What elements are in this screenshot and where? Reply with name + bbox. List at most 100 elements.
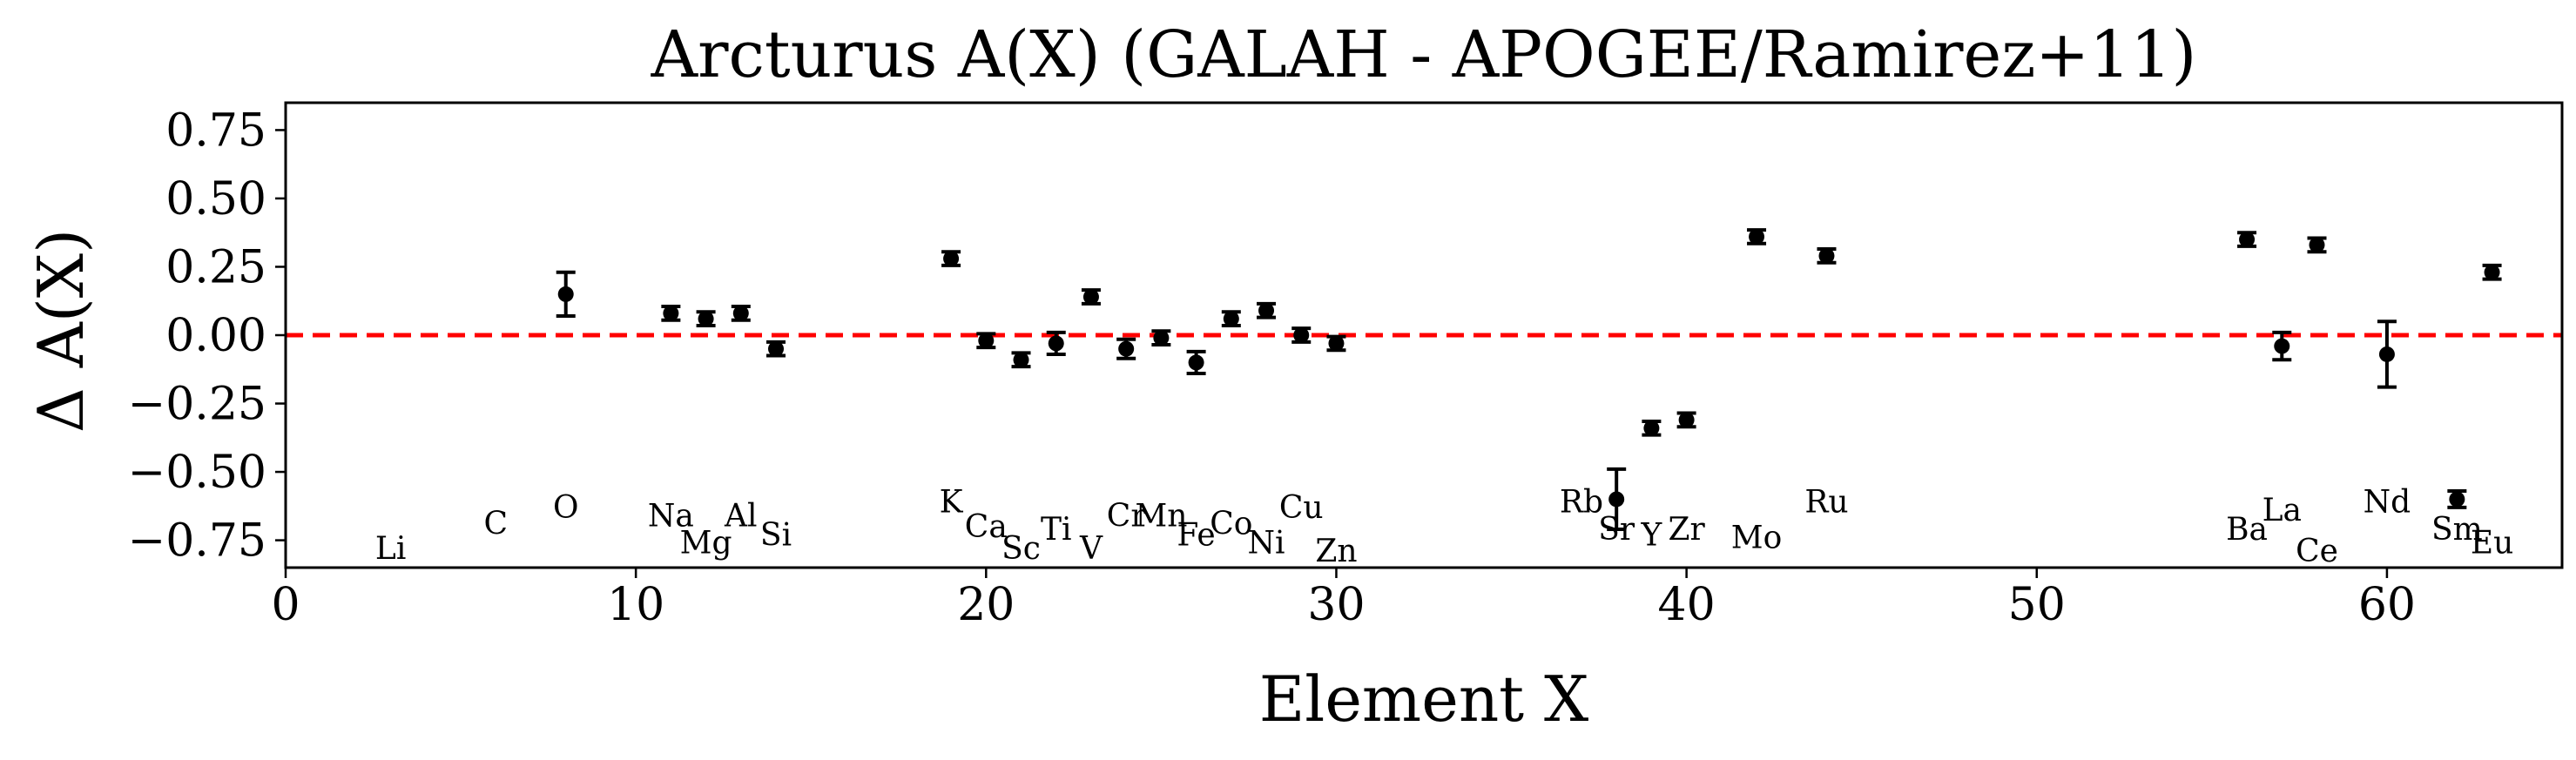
y-tick-label: 0.50 — [165, 173, 266, 225]
data-point-group — [1642, 419, 1662, 437]
x-tick-label: 0 — [271, 579, 300, 631]
data-point-group — [2237, 231, 2257, 248]
data-point-group — [2482, 263, 2502, 281]
element-label: V — [1079, 531, 1103, 567]
element-label: C — [484, 507, 509, 542]
chart-title: Arcturus A(X) (GALAH - APOGEE/Ramirez+11… — [651, 17, 2197, 92]
data-point — [2449, 491, 2465, 508]
data-point-group — [2377, 319, 2397, 389]
element-label: Cr — [1107, 498, 1147, 534]
data-point — [978, 333, 995, 349]
data-point — [1643, 420, 1660, 436]
element-label: Fe — [1177, 517, 1215, 553]
element-label: Y — [1641, 517, 1663, 553]
element-label: Cu — [1279, 490, 1324, 526]
element-label: Al — [724, 498, 758, 534]
data-point-group — [1747, 228, 1767, 245]
data-point-group — [1257, 301, 1277, 319]
data-point — [2378, 346, 2395, 362]
data-point-group — [1011, 351, 1031, 369]
element-label: Ce — [2296, 534, 2338, 569]
element-label: Ca — [965, 509, 1008, 545]
element-label: Nd — [2364, 485, 2411, 521]
element-label: Ru — [1804, 485, 1848, 521]
element-label: Co — [1210, 507, 1252, 542]
data-point-group — [1221, 310, 1241, 328]
plot-area: 0 10 20 30 40 50 60 −0.75 −0.50 −0.25 0.00 0.25 0.50… — [128, 101, 2564, 631]
element-label: Mg — [680, 526, 732, 562]
element-label: Rb — [1560, 485, 1603, 521]
data-point-group — [1326, 334, 1346, 353]
data-point — [768, 340, 785, 357]
data-point-group — [1817, 247, 1837, 265]
element-label: Sm — [2431, 512, 2483, 548]
data-point — [1013, 352, 1029, 368]
data-point — [1258, 302, 1275, 319]
data-point-group — [766, 340, 786, 358]
data-point — [1678, 412, 1695, 428]
data-point — [1328, 335, 1345, 352]
data-point — [698, 311, 714, 327]
element-label: Ba — [2226, 512, 2268, 548]
data-point-group — [1291, 326, 1312, 344]
element-label: Eu — [2471, 526, 2513, 562]
data-point-group — [556, 270, 576, 319]
data-point — [1048, 335, 1064, 352]
element-label: Ti — [1041, 512, 1072, 548]
y-axis-label: Δ A(X) — [24, 229, 98, 433]
data-point-group — [1607, 467, 1627, 532]
data-point-group — [976, 332, 996, 350]
data-point-group — [1081, 288, 1101, 306]
y-tick-label: 0.00 — [165, 310, 266, 362]
data-point-group — [1151, 329, 1171, 346]
element-label: Mn — [1135, 498, 1187, 534]
data-point — [943, 251, 960, 267]
element-label: Mo — [1731, 520, 1783, 555]
y-tick-label: −0.25 — [128, 379, 266, 431]
data-point — [1188, 354, 1204, 371]
element-label: La — [2262, 493, 2302, 528]
data-point — [1118, 340, 1135, 357]
element-label: Sc — [1001, 531, 1041, 567]
element-label: K — [940, 485, 964, 521]
data-point — [1818, 247, 1835, 264]
element-label: Si — [760, 517, 792, 553]
x-tick-label: 60 — [2358, 579, 2416, 631]
y-tick-label: −0.50 — [128, 447, 266, 499]
element-label: Li — [375, 531, 406, 567]
data-point — [2274, 338, 2290, 354]
data-point-group — [1676, 411, 1696, 429]
data-point-group — [2307, 236, 2327, 254]
x-axis-label: Element X — [1259, 662, 1589, 736]
x-tick-label: 40 — [1658, 579, 1716, 631]
y-tick-label: 0.25 — [165, 241, 266, 293]
data-point-group — [2272, 330, 2292, 362]
data-point — [557, 286, 574, 302]
element-label: Na — [648, 498, 694, 534]
data-point-group — [696, 310, 716, 328]
element-label: Ni — [1248, 526, 1285, 562]
x-tick-label: 10 — [607, 579, 664, 631]
element-label: Zr — [1668, 512, 1705, 548]
data-point — [1082, 289, 1099, 306]
data-point-group — [1046, 330, 1066, 356]
data-point — [732, 305, 749, 321]
y-tick-label: −0.75 — [128, 515, 266, 568]
x-tick-label: 20 — [957, 579, 1015, 631]
x-tick-label: 50 — [2008, 579, 2066, 631]
data-point-group — [1116, 337, 1136, 360]
data-point — [1223, 311, 1239, 327]
data-point — [1153, 330, 1170, 346]
data-point-group — [661, 305, 681, 322]
data-point-group — [1186, 349, 1206, 375]
element-label: Zn — [1315, 534, 1357, 569]
x-tick-label: 30 — [1307, 579, 1365, 631]
data-point — [1293, 327, 1310, 343]
y-tick-label: 0.75 — [165, 104, 266, 157]
data-point — [1749, 228, 1765, 245]
data-point — [663, 305, 679, 321]
data-point-group — [941, 250, 961, 267]
data-point — [2309, 237, 2325, 253]
data-point — [2484, 264, 2500, 280]
